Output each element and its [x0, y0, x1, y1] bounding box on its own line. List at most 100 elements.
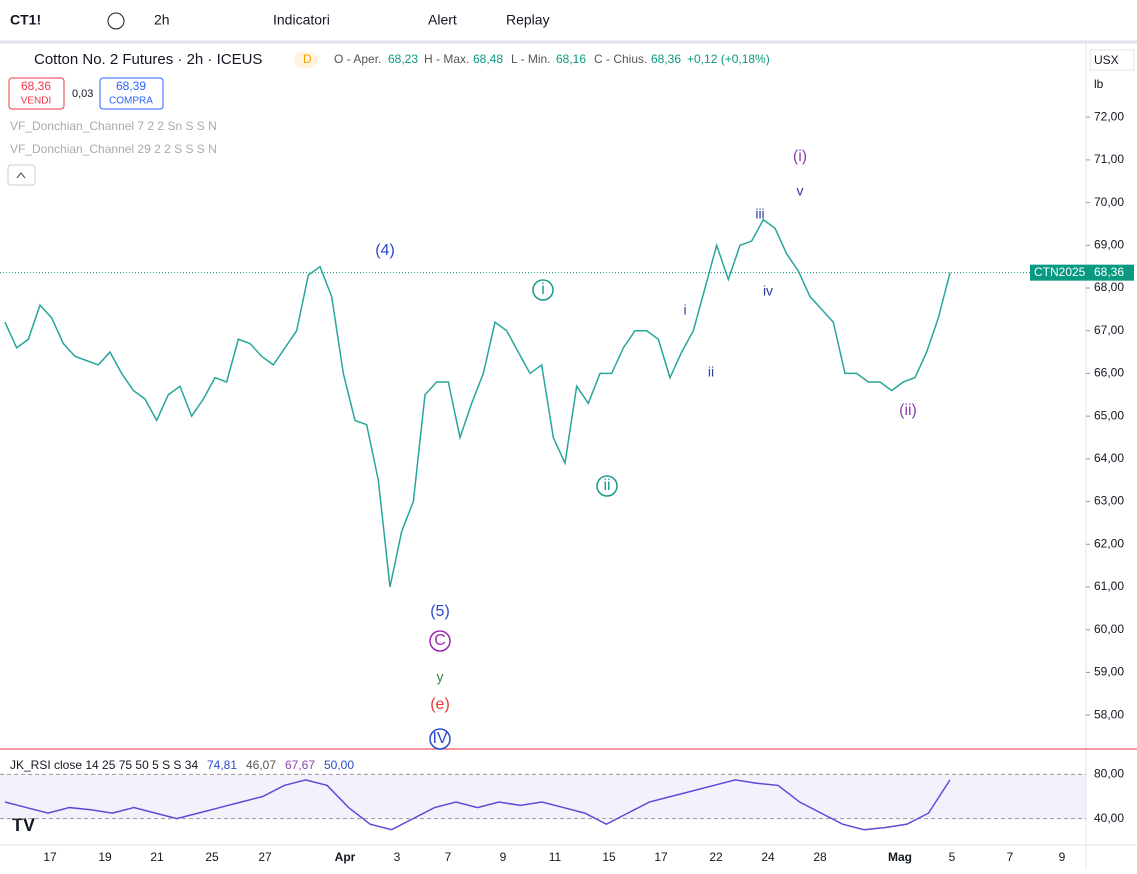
- y-tick-label: 61,00: [1094, 579, 1124, 593]
- wave-label: ii: [708, 364, 714, 380]
- collapse-icon: [16, 172, 26, 179]
- x-tick-label: Apr: [335, 850, 356, 864]
- wave-circle: [596, 475, 618, 497]
- indicator-legend: VF_Donchian_Channel 29 2 2 S S S N: [10, 142, 217, 156]
- wave-circle: [429, 728, 451, 750]
- x-tick-label: 17: [654, 850, 668, 864]
- x-tick-label: 24: [761, 850, 775, 864]
- unit[interactable]: lb: [1094, 77, 1104, 91]
- x-tick-label: 19: [98, 850, 112, 864]
- x-tick-label: 25: [205, 850, 219, 864]
- x-tick-label: Mag: [888, 850, 912, 864]
- wave-label: (e): [430, 696, 450, 713]
- rsi-title: JK_RSI close 14 25 75 50 5 S S 34: [10, 758, 198, 772]
- x-tick-label: 28: [813, 850, 827, 864]
- wave-label: C: [434, 632, 446, 649]
- wave-label: i: [683, 302, 686, 318]
- wave-label: (ii): [899, 402, 917, 419]
- symbol[interactable]: CT1!: [10, 12, 41, 28]
- badge-bg: [294, 52, 318, 68]
- wave-label: v: [797, 183, 804, 199]
- currency[interactable]: USX: [1094, 53, 1119, 67]
- y-tick-label: 60,00: [1094, 622, 1124, 636]
- y-tick-label: 72,00: [1094, 109, 1124, 123]
- wave-label: iv: [763, 283, 773, 299]
- y-tick-label: 59,00: [1094, 665, 1124, 679]
- indicators[interactable]: Indicatori: [273, 12, 330, 28]
- x-tick-label: 7: [1007, 850, 1014, 864]
- price-line: [4, 218, 951, 588]
- low: 68,16: [556, 52, 586, 66]
- last-price-tag: [1030, 264, 1134, 281]
- rsi-band: [0, 774, 1086, 819]
- rsi-tick-label: 40,00: [1094, 811, 1124, 825]
- wave-label: ii: [603, 477, 610, 494]
- open: 68,23: [388, 52, 418, 66]
- x-tick-label: 11: [549, 850, 562, 864]
- x-tick-label: 7: [445, 850, 452, 864]
- rsi-reading: 46,07: [246, 758, 276, 772]
- add-icon[interactable]: [107, 12, 125, 30]
- y-tick-label: 69,00: [1094, 237, 1124, 251]
- rsi-reading: 67,67: [285, 758, 315, 772]
- wave-label: (5): [430, 603, 450, 620]
- x-tick-label: 21: [150, 850, 164, 864]
- x-tick-label: 3: [394, 850, 401, 864]
- logo: TV: [12, 815, 35, 835]
- currency-box[interactable]: [1089, 49, 1135, 71]
- rsi-tick-label: 80,00: [1094, 767, 1124, 781]
- chart-title: Cotton No. 2 Futures · 2h · ICEUS: [34, 51, 262, 68]
- x-tick-label: 9: [1059, 850, 1066, 864]
- x-tick-label: 5: [949, 850, 956, 864]
- x-tick-label: 27: [258, 850, 272, 864]
- toolbar: [0, 0, 1137, 42]
- buy-price[interactable]: 68,39: [116, 79, 146, 93]
- interval[interactable]: 2h: [154, 12, 170, 28]
- last-price-name: CTN2025: [1034, 265, 1086, 279]
- y-tick-label: 65,00: [1094, 408, 1124, 422]
- high: 68,48: [473, 52, 503, 66]
- wave-circle: [429, 630, 451, 652]
- wave-label: iii: [755, 206, 764, 222]
- last-price-label: 68,36: [1094, 265, 1124, 279]
- buy-label[interactable]: COMPRA: [109, 96, 153, 107]
- open-label: O - Aper.: [334, 52, 381, 66]
- badge: D: [303, 52, 312, 66]
- y-tick-label: 70,00: [1094, 195, 1124, 209]
- y-tick-label: 62,00: [1094, 536, 1124, 550]
- y-tick-label: 64,00: [1094, 451, 1124, 465]
- x-tick-label: 17: [43, 850, 57, 864]
- close: 68,36: [651, 52, 681, 66]
- wave-label: (4): [375, 242, 395, 259]
- replay[interactable]: Replay: [506, 12, 550, 28]
- y-tick-label: 63,00: [1094, 494, 1124, 508]
- y-tick-label: 67,00: [1094, 323, 1124, 337]
- spread: 0,03: [72, 88, 93, 100]
- rsi-line: [4, 779, 951, 831]
- alert[interactable]: Alert: [428, 12, 457, 28]
- rsi-reading: 74,81: [207, 758, 237, 772]
- x-tick-label: 15: [602, 850, 616, 864]
- x-tick-label: 9: [500, 850, 507, 864]
- y-tick-label: 58,00: [1094, 707, 1124, 721]
- wave-label: y: [437, 669, 444, 685]
- indicator-legend: VF_Donchian_Channel 7 2 2 Sn S S N: [10, 119, 217, 133]
- x-tick-label: 22: [709, 850, 723, 864]
- sell-label[interactable]: VENDI: [21, 96, 52, 107]
- buy-button[interactable]: [99, 77, 164, 110]
- y-tick-label: 66,00: [1094, 366, 1124, 380]
- low-label: L - Min.: [511, 52, 551, 66]
- sell-button[interactable]: [8, 77, 65, 110]
- wave-circle: [532, 279, 554, 301]
- change: +0,12 (+0,18%): [687, 52, 770, 66]
- wave-label: IV: [432, 730, 447, 747]
- high-label: H - Max.: [424, 52, 469, 66]
- wave-label: (i): [793, 148, 807, 165]
- sell-price[interactable]: 68,36: [21, 79, 51, 93]
- close-label: C - Chius.: [594, 52, 647, 66]
- wave-label: i: [541, 281, 545, 298]
- y-tick-label: 71,00: [1094, 152, 1124, 166]
- collapse-button[interactable]: [7, 164, 36, 186]
- y-tick-label: 68,00: [1094, 280, 1124, 294]
